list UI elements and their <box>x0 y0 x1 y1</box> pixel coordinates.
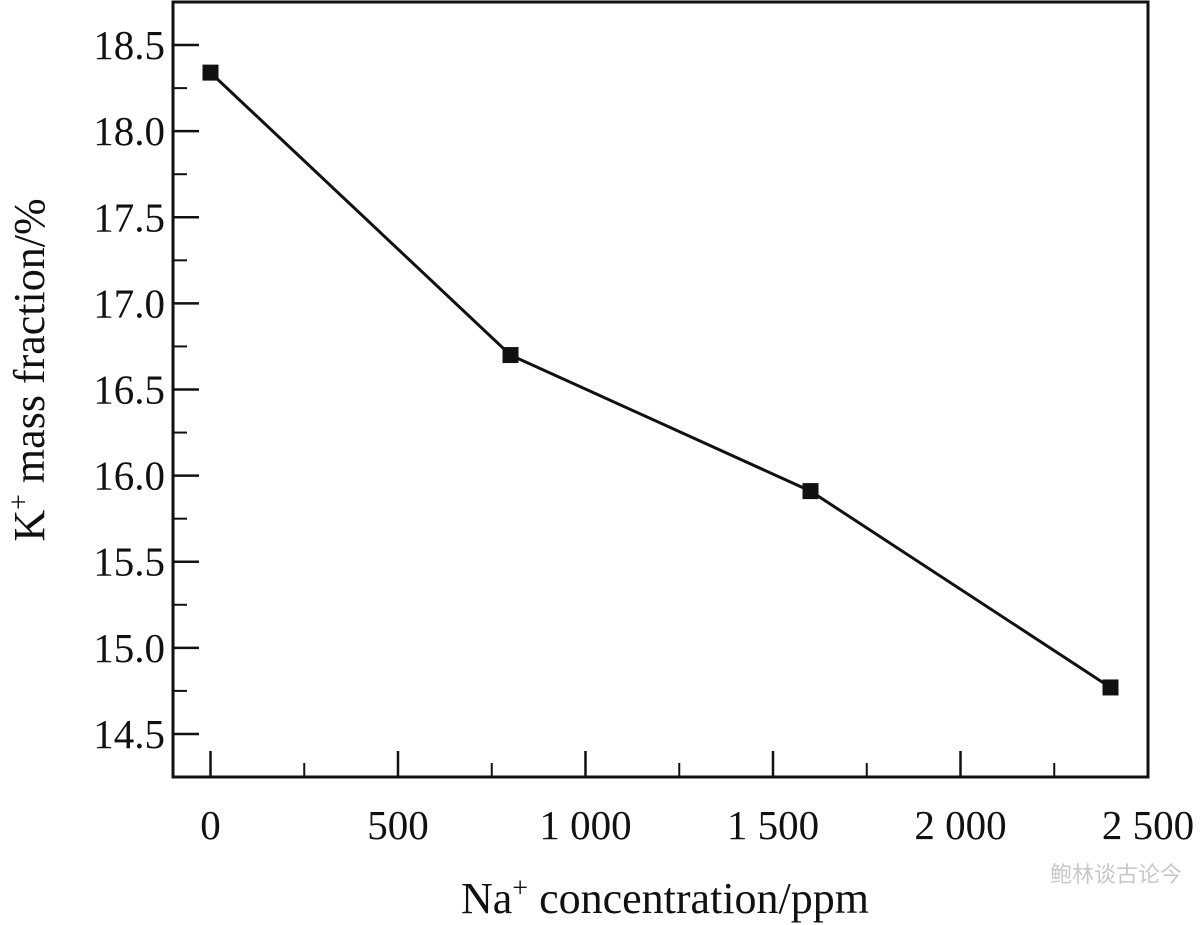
x-tick-label: 2 000 <box>914 802 1006 848</box>
data-markers <box>202 64 1119 696</box>
x-tick-label: 0 <box>200 802 221 848</box>
y-tick-label: 18.5 <box>93 22 165 68</box>
y-axis-title-rest: mass fraction/% <box>5 198 54 494</box>
data-point-marker <box>502 347 519 364</box>
watermark: 鲍林谈古论今 <box>1049 863 1182 888</box>
series-line <box>209 71 1112 689</box>
y-tick-label: 17.5 <box>93 194 165 240</box>
y-tick-label: 18.0 <box>93 108 165 154</box>
y-tick-label: 16.5 <box>93 367 165 413</box>
y-tick-label: 15.0 <box>93 625 165 671</box>
x-axis-ticks: 0 500 1 000 1 500 2 000 2 500 <box>200 751 1194 848</box>
y-axis-title-base: K <box>5 510 54 542</box>
x-axis-title-base: Na <box>461 874 512 923</box>
plot-frame <box>171 0 1150 779</box>
data-point-marker <box>1102 679 1119 696</box>
y-axis-title: K+ mass fraction/% <box>4 198 54 541</box>
y-axis-ticks: 14.5 15.0 15.5 16.0 16.5 17.0 17.5 18.0 18.5 <box>93 22 199 757</box>
y-tick-label: 17.0 <box>93 280 165 326</box>
data-point-marker <box>802 483 819 500</box>
y-tick-label: 14.5 <box>93 711 165 757</box>
x-tick-label: 1 500 <box>727 802 819 848</box>
x-tick-label: 2 500 <box>1102 802 1194 848</box>
x-axis-title-rest: concentration/ppm <box>528 874 869 923</box>
data-point-marker <box>202 64 219 81</box>
y-axis-title-sup: + <box>4 494 35 510</box>
x-tick-label: 500 <box>367 802 429 848</box>
y-tick-label: 16.0 <box>93 453 165 499</box>
x-axis-title: Na+ concentration/ppm <box>461 873 869 923</box>
x-tick-label: 1 000 <box>539 802 631 848</box>
minor-ticks <box>173 87 1056 777</box>
x-axis-title-sup: + <box>512 873 528 904</box>
y-tick-label: 15.5 <box>93 539 165 585</box>
